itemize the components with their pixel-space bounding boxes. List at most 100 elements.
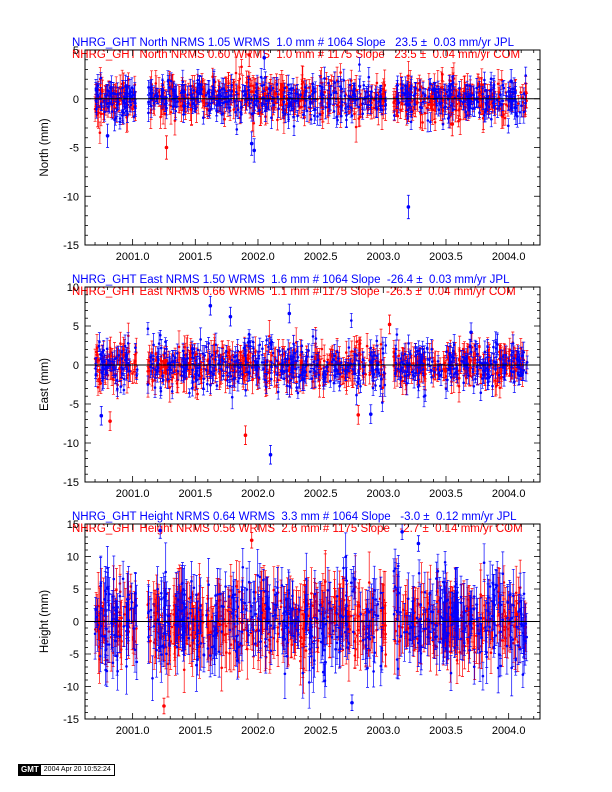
data-point — [233, 99, 236, 103]
data-point — [223, 95, 227, 99]
data-point — [423, 94, 427, 98]
data-point — [479, 373, 483, 376]
data-point — [397, 367, 400, 371]
data-point — [288, 385, 291, 388]
data-point — [270, 365, 273, 369]
data-point — [466, 96, 470, 99]
data-point — [353, 112, 356, 116]
data-point — [265, 86, 269, 89]
data-point — [476, 369, 479, 373]
data-point — [249, 345, 252, 348]
data-point — [220, 367, 223, 371]
data-point — [407, 342, 410, 345]
data-point — [199, 338, 202, 341]
data-point — [309, 100, 312, 104]
data-point — [276, 359, 279, 363]
data-point — [258, 95, 262, 99]
data-point — [149, 104, 153, 108]
data-point — [504, 353, 508, 357]
data-point — [122, 388, 126, 392]
data-point — [123, 344, 127, 348]
data-point — [228, 371, 231, 375]
north-data-marks — [93, 50, 529, 220]
data-point — [323, 90, 327, 94]
x-tick-label: 2002.0 — [241, 251, 275, 263]
data-point — [163, 352, 167, 355]
data-point — [499, 93, 502, 96]
data-point — [195, 352, 199, 356]
data-point — [288, 96, 292, 99]
data-point — [182, 367, 186, 371]
data-point — [99, 76, 103, 80]
data-point — [483, 78, 486, 82]
data-point — [395, 333, 399, 336]
data-point — [235, 90, 238, 94]
data-point — [182, 360, 185, 363]
data-point — [355, 340, 359, 344]
data-point — [250, 98, 253, 102]
data-point — [324, 106, 327, 109]
data-point — [318, 113, 322, 116]
data-point — [132, 370, 136, 373]
data-point — [276, 373, 279, 376]
data-point — [524, 101, 527, 105]
data-point — [326, 365, 329, 369]
data-point — [443, 88, 446, 91]
data-point — [503, 116, 507, 120]
outlier-point — [509, 79, 513, 83]
data-point — [462, 381, 466, 385]
x-tick-label: 2001.5 — [178, 251, 212, 263]
data-point — [253, 100, 256, 104]
data-point — [362, 365, 366, 369]
data-point — [430, 360, 434, 363]
x-tick-label: 2003.5 — [429, 251, 463, 263]
data-point — [443, 106, 446, 109]
data-point — [409, 120, 413, 124]
data-point — [132, 115, 136, 118]
data-point — [251, 90, 255, 93]
data-point — [438, 374, 441, 378]
data-point — [152, 366, 155, 370]
data-point — [285, 384, 289, 388]
data-point — [303, 86, 307, 89]
data-point — [365, 344, 369, 348]
data-point — [464, 110, 468, 114]
data-point — [309, 118, 313, 121]
data-point — [377, 362, 380, 365]
data-point — [210, 101, 213, 105]
data-point — [236, 349, 239, 353]
data-point — [458, 359, 461, 362]
data-point — [225, 349, 228, 353]
data-point — [375, 367, 379, 371]
data-point — [115, 378, 119, 382]
data-point — [426, 119, 430, 122]
data-point — [296, 114, 299, 118]
data-point — [294, 341, 298, 344]
data-point — [440, 369, 444, 373]
data-point — [446, 378, 449, 382]
data-point — [392, 96, 396, 99]
data-point — [176, 352, 179, 355]
data-point — [299, 373, 303, 377]
data-point — [379, 343, 383, 346]
data-point — [498, 386, 502, 390]
outlier-point — [356, 413, 361, 417]
data-point — [247, 354, 250, 358]
data-point — [263, 378, 267, 382]
data-point — [186, 357, 189, 360]
data-point — [164, 340, 167, 344]
data-point — [493, 100, 496, 103]
data-point — [448, 88, 452, 92]
data-point — [218, 103, 222, 107]
data-point — [135, 368, 139, 371]
data-point — [496, 107, 499, 110]
data-point — [520, 104, 523, 107]
data-point — [456, 94, 460, 98]
data-point — [318, 84, 322, 88]
data-point — [322, 371, 326, 374]
data-point — [314, 337, 318, 340]
data-point — [312, 360, 316, 364]
data-point — [504, 103, 508, 106]
data-point — [469, 359, 472, 362]
